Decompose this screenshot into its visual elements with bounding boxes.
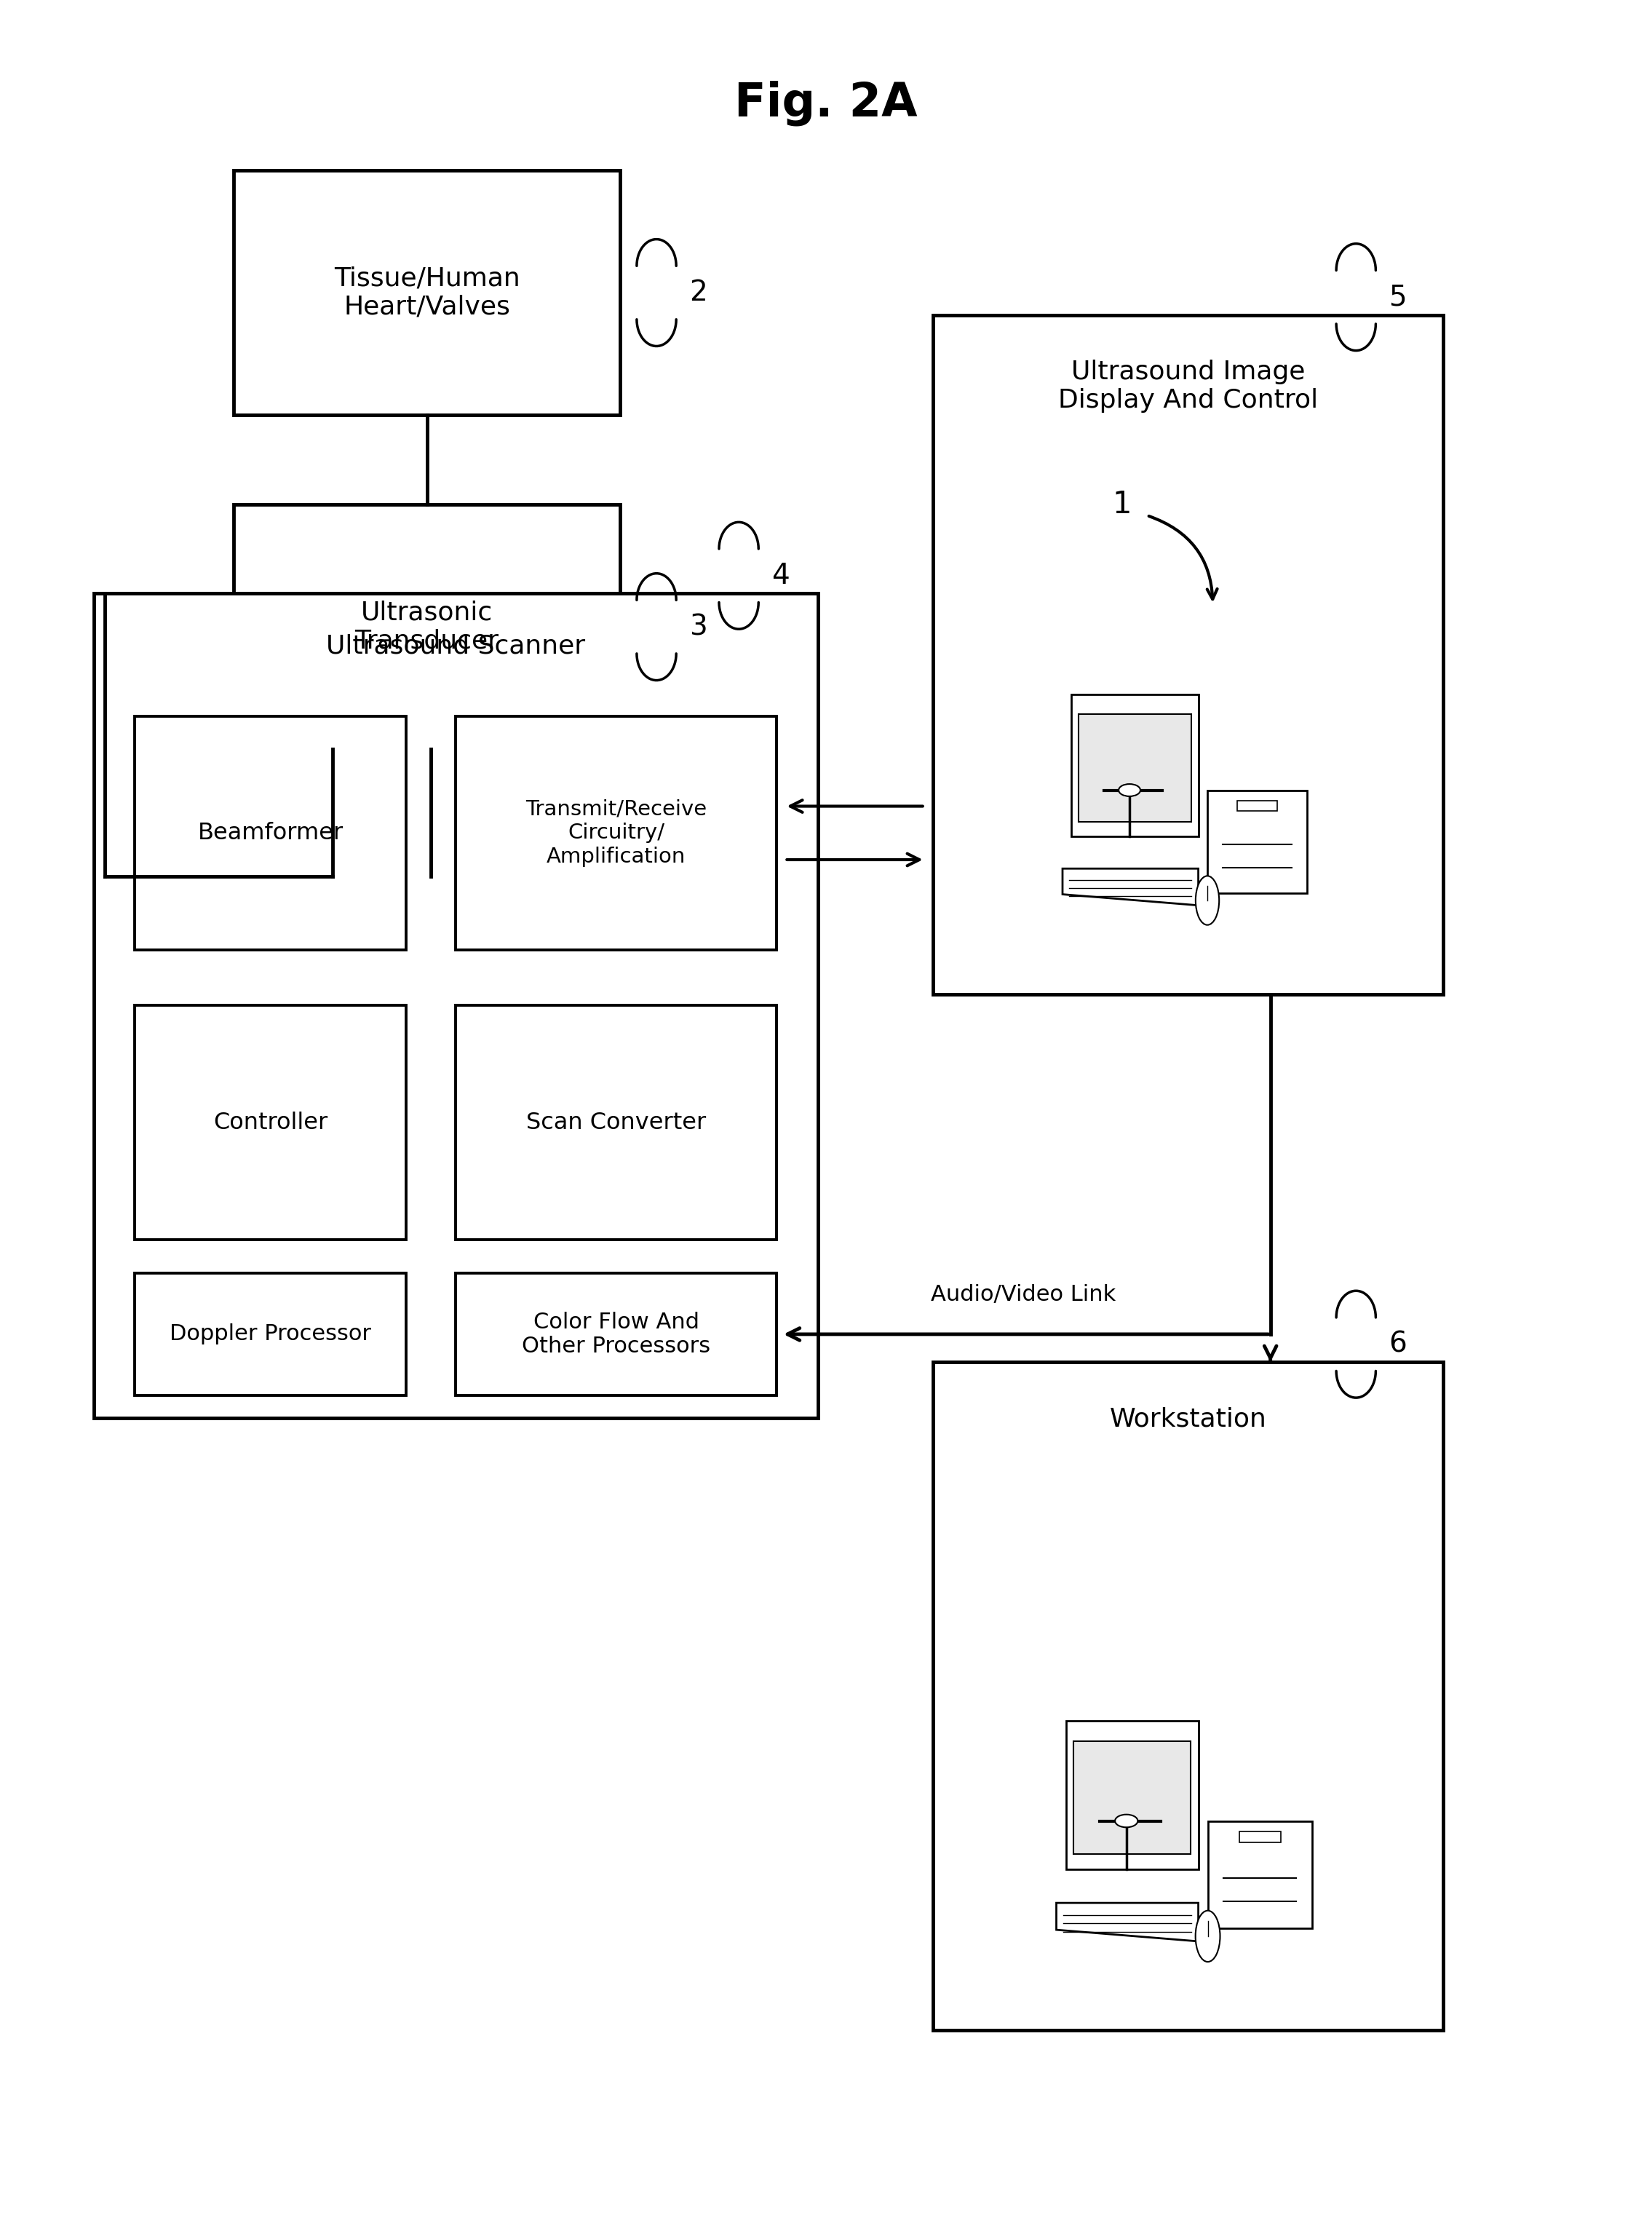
Text: 6: 6 — [1389, 1331, 1408, 1358]
Bar — [1066, 1720, 1198, 1870]
Polygon shape — [1056, 1903, 1198, 1941]
Bar — [1239, 1832, 1280, 1843]
Text: Tissue/Human
Heart/Valves: Tissue/Human Heart/Valves — [334, 266, 520, 319]
Text: Ultrasound Image
Display And Control: Ultrasound Image Display And Control — [1059, 360, 1318, 413]
Bar — [456, 715, 776, 949]
Bar — [135, 1273, 406, 1396]
Bar — [233, 505, 620, 748]
Bar — [135, 715, 406, 949]
Bar — [94, 594, 818, 1419]
Text: Workstation: Workstation — [1110, 1407, 1267, 1432]
Ellipse shape — [1196, 876, 1219, 925]
Bar — [456, 1005, 776, 1240]
Ellipse shape — [1196, 1910, 1221, 1961]
Text: 5: 5 — [1389, 284, 1408, 311]
Text: Fig. 2A: Fig. 2A — [735, 80, 917, 125]
Bar — [1237, 800, 1277, 811]
Ellipse shape — [1118, 784, 1140, 795]
Text: 3: 3 — [689, 612, 707, 641]
Text: Audio/Video Link: Audio/Video Link — [932, 1285, 1117, 1305]
Ellipse shape — [1115, 1814, 1138, 1827]
Text: Beamformer: Beamformer — [198, 822, 344, 844]
Bar — [1074, 1743, 1191, 1854]
Polygon shape — [1062, 869, 1198, 905]
Text: 1: 1 — [1113, 489, 1132, 521]
Text: Ultrasonic
Transducer: Ultrasonic Transducer — [355, 601, 499, 655]
Text: 2: 2 — [689, 279, 707, 306]
Text: Controller: Controller — [213, 1110, 327, 1135]
Text: Color Flow And
Other Processors: Color Flow And Other Processors — [522, 1311, 710, 1356]
Text: 4: 4 — [771, 561, 790, 590]
Text: Ultrasound Scanner: Ultrasound Scanner — [325, 634, 585, 659]
Text: Transmit/Receive
Circuitry/
Amplification: Transmit/Receive Circuitry/ Amplificatio… — [525, 800, 707, 867]
Bar — [456, 1273, 776, 1396]
Bar — [135, 1005, 406, 1240]
Bar — [1079, 715, 1191, 822]
Bar — [1208, 1821, 1312, 1928]
Bar — [233, 170, 620, 416]
Text: Scan Converter: Scan Converter — [527, 1110, 705, 1135]
Bar — [933, 1363, 1444, 2031]
Bar — [1072, 695, 1198, 838]
Text: Doppler Processor: Doppler Processor — [170, 1325, 372, 1345]
Bar — [933, 315, 1444, 994]
Bar — [1208, 791, 1307, 894]
